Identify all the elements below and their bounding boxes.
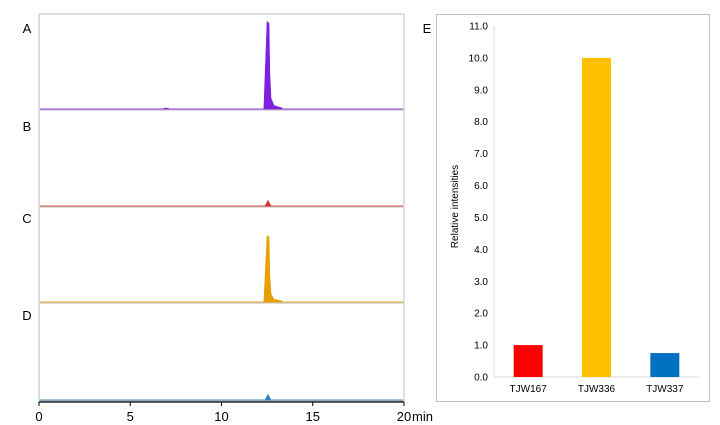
y-tick-label: 5.0	[474, 213, 488, 224]
y-tick-label: 6.0	[474, 181, 488, 192]
bar-chart-e: E 0.0 1.0 2.0 3.0 4.0 5.0 6.0 7.0 8.0 9.0 10.0 11.0 R…	[423, 14, 710, 402]
bar-tjw167	[513, 345, 543, 377]
x-unit-label: min	[412, 409, 433, 424]
panel-frame	[38, 13, 405, 111]
panel-frame	[38, 302, 405, 402]
peak-c	[263, 235, 283, 303]
baseline-bump	[162, 107, 170, 110]
bar-tjw337	[650, 353, 680, 377]
y-tick-label: 9.0	[474, 85, 488, 96]
bar-chart-frame	[436, 14, 710, 402]
y-tick-label: 8.0	[474, 117, 488, 128]
bar-tjw336	[582, 57, 611, 378]
x-tick-label: 10	[214, 409, 228, 424]
chromatogram-x-axis: 0 5 10 15 20 min	[35, 401, 433, 424]
peak-d	[264, 393, 272, 401]
y-tick-label: 3.0	[474, 277, 488, 288]
panel-frame	[38, 109, 405, 208]
x-tick-label: 15	[306, 409, 320, 424]
category-label: TJW337	[646, 384, 684, 395]
y-tick-label: 1.0	[474, 341, 488, 352]
y-tick-label: 2.0	[474, 309, 488, 320]
panel-letter-c: C	[22, 211, 31, 226]
y-tick-label: 10.0	[469, 53, 489, 64]
x-tick-label: 20	[397, 409, 411, 424]
panel-letter-a: A	[23, 21, 32, 36]
y-tick-label: 11.0	[469, 22, 488, 33]
x-tick-label: 5	[127, 409, 134, 424]
panel-letter-e: E	[423, 21, 432, 36]
y-tick-label: 4.0	[474, 245, 488, 256]
peak-a	[263, 20, 283, 110]
category-label: TJW336	[578, 384, 616, 395]
panel-letter-b: B	[23, 119, 32, 134]
category-label: TJW167	[510, 384, 548, 395]
y-tick-label: 7.0	[474, 149, 488, 160]
panel-letter-d: D	[22, 308, 31, 323]
y-axis-title: Relative intensities	[450, 165, 461, 248]
peak-b	[264, 199, 272, 207]
x-tick-label: 0	[35, 409, 42, 424]
chromatogram-panels: A B C D	[22, 13, 405, 402]
panel-frame	[38, 206, 405, 304]
y-tick-label: 0.0	[474, 373, 488, 384]
